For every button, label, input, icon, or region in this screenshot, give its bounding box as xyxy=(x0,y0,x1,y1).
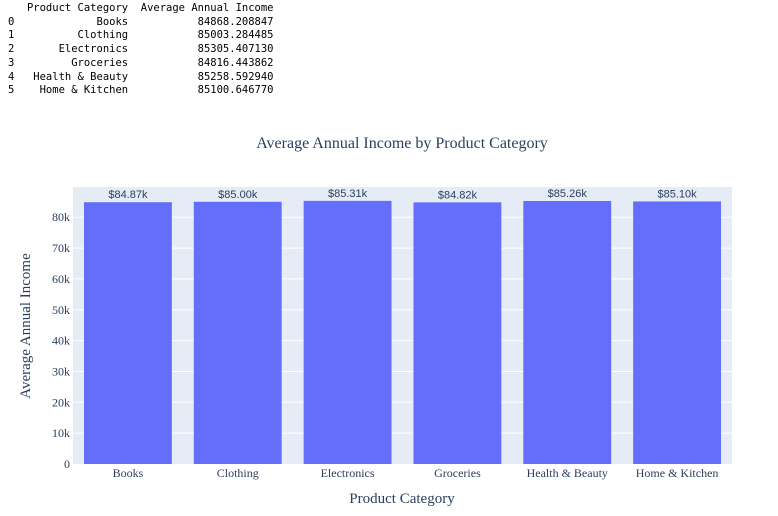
bar-data-label: $85.10k xyxy=(658,188,698,200)
bar-data-label: $85.31k xyxy=(328,188,368,200)
bar xyxy=(193,201,282,465)
x-tick-label: Home & Kitchen xyxy=(636,466,719,480)
bar xyxy=(523,200,612,464)
bar-data-label: $85.00k xyxy=(218,189,258,201)
plot-background xyxy=(73,187,732,464)
y-tick-label: 80k xyxy=(52,210,70,224)
x-tick-label: Groceries xyxy=(434,466,481,480)
bar xyxy=(83,202,172,465)
y-axis-title: Average Annual Income xyxy=(18,253,34,399)
y-tick-label: 50k xyxy=(52,303,70,317)
dataframe-output: Product Category Average Annual Income 0… xyxy=(8,2,274,97)
bar-data-label: $84.82k xyxy=(438,189,478,201)
gridlines xyxy=(73,216,732,434)
y-tick-label: 60k xyxy=(52,272,70,286)
chart-title: Average Annual Income by Product Categor… xyxy=(256,135,548,152)
x-tick-label: Electronics xyxy=(321,466,375,480)
bar xyxy=(413,202,502,464)
y-tick-label: 10k xyxy=(52,426,70,440)
x-tick-label: Clothing xyxy=(217,466,259,480)
bar-data-label: $85.26k xyxy=(548,188,588,200)
x-tick-label: Books xyxy=(113,466,144,480)
x-axis-ticks: Books Clothing Electronics Groceries Health … xyxy=(113,466,719,480)
x-tick-label: Health & Beauty xyxy=(527,466,608,480)
bar xyxy=(303,200,392,464)
y-axis-ticks: 0 10k 20k 30k 40k 50k 60k 70k 80k xyxy=(52,210,70,471)
y-tick-label: 70k xyxy=(52,241,70,255)
bar-data-label: $84.87k xyxy=(108,189,148,201)
bars: $84.87k $85.00k $85.31k $84.82k $85.26k $85.1… xyxy=(83,188,722,465)
x-axis-title: Product Category xyxy=(349,491,455,507)
y-tick-label: 30k xyxy=(52,364,70,378)
y-tick-label: 0 xyxy=(64,457,70,471)
bar xyxy=(633,201,722,464)
y-tick-label: 20k xyxy=(52,395,70,409)
y-tick-label: 40k xyxy=(52,334,70,348)
